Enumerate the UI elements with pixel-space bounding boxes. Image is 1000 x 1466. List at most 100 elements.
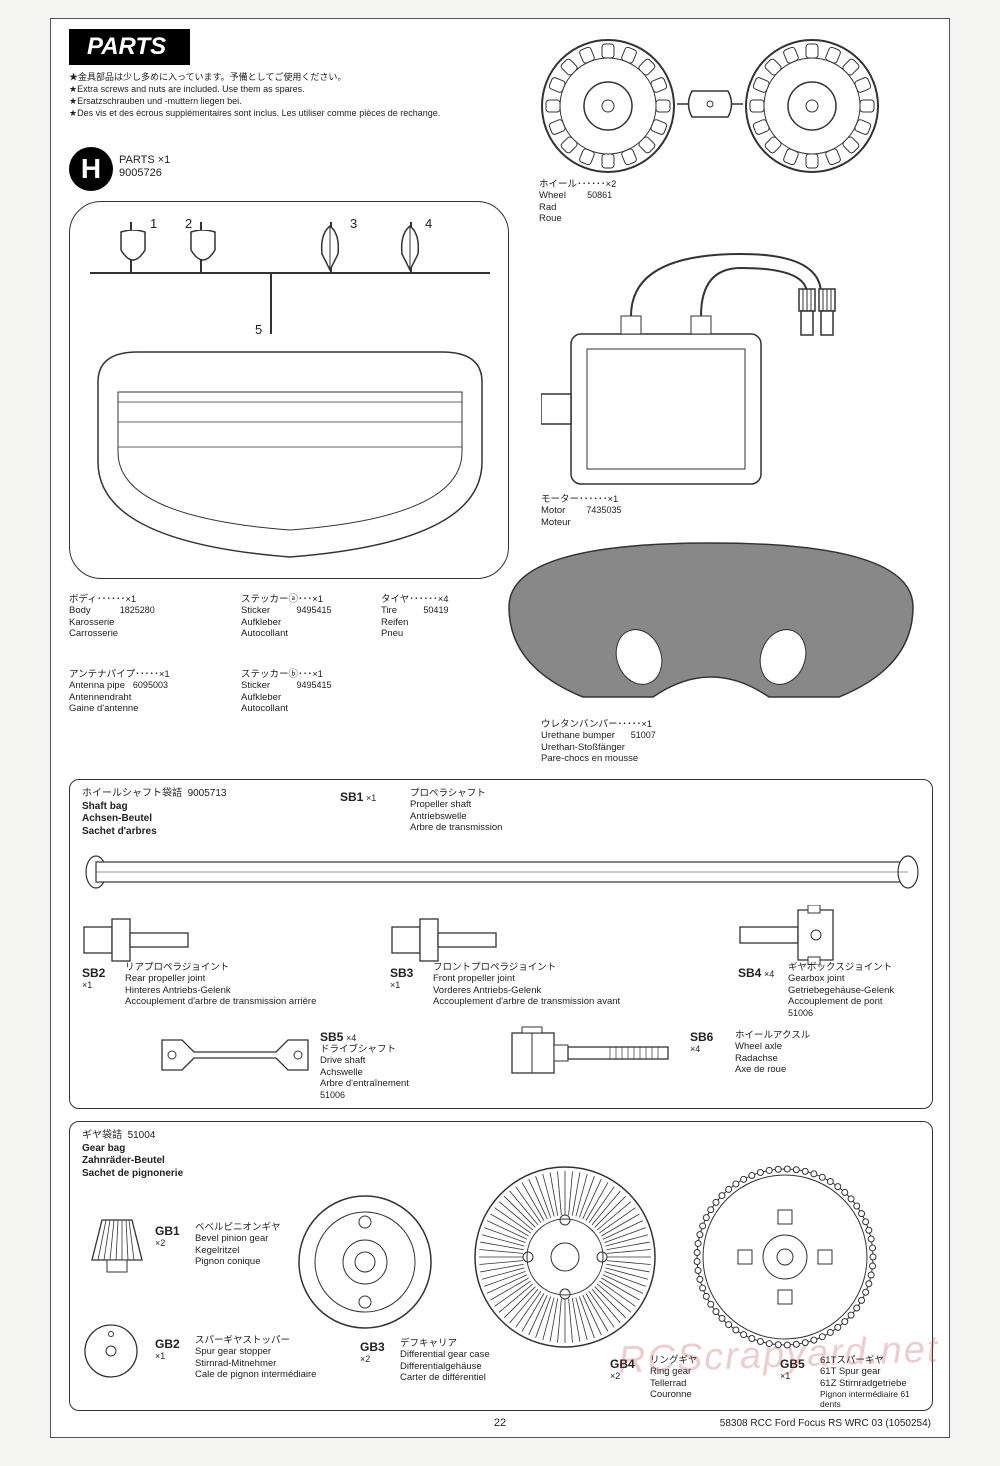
sticker-b-fr: Autocollant [241,703,332,714]
shaft-de: Achsen-Beutel [82,813,152,824]
tire-fr: Pneu [381,628,449,639]
sb5-text: ドライブシャフト Drive shaft Achswelle Arbre d'e… [320,1044,409,1100]
h-parts-badge: H [69,147,113,191]
urethane-fr: Pare-chocs en mousse [541,753,656,764]
sprue-num-3: 3 [350,216,357,231]
sb1-text: プロペラシャフト Propeller shaft Antriebswelle A… [410,788,502,834]
sprue-num-2: 2 [185,216,192,231]
wheel-diagram-left [539,37,677,175]
note-en: ★Extra screws and nuts are included. Use… [69,83,440,95]
shaft-jp: ホイールシャフト袋詰 [82,788,182,799]
gb1-code-label: GB1×2 [155,1224,180,1250]
sb6-text: ホイールアクスル Wheel axle Radachse Axe de roue [735,1030,810,1076]
sb1-qty: ×1 [366,793,376,803]
sticker-b-label: ステッカーⓑ･･･×1 Sticker 9495415 Aufkleber Au… [241,669,332,715]
sprue-part-1-icon [118,230,148,270]
sticker-a-label: ステッカーⓐ･･･×1 Sticker 9495415 Aufkleber Au… [241,594,332,640]
gb5-diagram [690,1162,880,1352]
antenna-fr: Gaine d'antenne [69,703,170,714]
gear-bag-section: ギヤ袋詰 51004 Gear bag Zahnräder-Beutel Sac… [69,1121,933,1411]
sticker-a-fr: Autocollant [241,628,332,639]
body-label: ボディ･･････×1 Body 1825280 Karosserie Carr… [69,594,155,640]
sprue-part-4-icon [390,224,430,272]
sticker-b-partno: 9495415 [296,680,331,690]
body-de: Karosserie [69,617,155,628]
h-parts-partno: 9005726 [119,167,162,179]
sticker-a-jp: ステッカーⓐ･･･×1 [241,594,332,605]
motor-label: モーター･･････×1 Motor 7435035 Moteur [541,494,621,528]
gb3-code-label: GB3×2 [360,1340,385,1366]
header-notes: ★金具部品は少し多めに入っています。予備としてご使用ください。 ★Extra s… [69,71,440,120]
tire-de: Reifen [381,617,449,628]
sb2-text: リアプロペラジョイント Rear propeller joint Hintere… [125,962,316,1008]
sticker-a-partno: 9495415 [296,605,331,615]
tire-jp: タイヤ･･････×4 [381,594,449,605]
antenna-de: Antennendraht [69,692,170,703]
antenna-partno: 6095003 [133,680,168,690]
shaft-bag-title: ホイールシャフト袋詰 9005713 Shaft bag Achsen-Beut… [82,788,227,838]
sprue-num-1: 1 [150,216,157,231]
sticker-b-en: Sticker [241,680,270,691]
gb1-diagram [82,1212,152,1277]
motor-en: Motor [541,505,565,516]
gear-fr: Sachet de pignonerie [82,1168,183,1179]
sticker-b-de: Aufkleber [241,692,332,703]
motor-diagram [541,234,841,494]
gear-en: Gear bag [82,1143,125,1154]
gb5-code-label: GB5×1 [780,1357,805,1383]
wheel-en: Wheel [539,190,566,201]
body-partno: 1825280 [120,605,155,615]
wheel-partno: 50861 [587,190,612,200]
body-en: Body [69,605,91,616]
tire-partno: 50419 [423,605,448,615]
sb1-label: SB1 ×1 [340,790,376,804]
note-de: ★Ersatzschrauben und -muttern liegen bei… [69,95,440,107]
sb4-diagram [738,905,838,965]
wheel-de: Rad [539,202,616,213]
urethane-jp: ウレタンバンパー･････×1 [541,719,656,730]
wheel-jp: ホイール･･････×2 [539,179,616,190]
sprue-part-2-icon [188,230,218,270]
wheel-label: ホイール･･････×2 Wheel 50861 Rad Roue [539,179,616,225]
gb4-diagram [470,1162,660,1352]
note-jp: ★金具部品は少し多めに入っています。予備としてご使用ください。 [69,71,440,83]
body-fr: Carrosserie [69,628,155,639]
tire-label: タイヤ･･････×4 Tire 50419 Reifen Pneu [381,594,449,640]
sb3-text: フロントプロペラジョイント Front propeller joint Vord… [433,962,620,1008]
gear-partno: 51004 [128,1130,156,1141]
shaft-partno: 9005713 [188,788,227,799]
sb4-text: ギヤボックスジョイント Gearbox joint Getriebegehäus… [788,962,894,1018]
gb4-text: リングギヤ Ring gear Tellerrad Couronne [650,1355,698,1401]
page-frame: PARTS ★金具部品は少し多めに入っています。予備としてご使用ください。 ★E… [50,18,950,1438]
page-title: PARTS [69,29,190,65]
wheel-diagram-right [743,37,881,175]
footer-right: 58308 RCC Ford Focus RS WRC 03 (1050254) [720,1418,931,1429]
antenna-jp: アンテナパイプ･････×1 [69,669,170,680]
sb1-diagram [82,852,922,892]
urethane-diagram [489,537,933,717]
h-parts-text: PARTS ×1 [119,154,170,166]
h-parts-sprue: 1 2 3 4 5 [69,201,509,579]
wheel-fr: Roue [539,213,616,224]
sb3-code-label: SB3×1 [390,966,413,992]
antenna-en: Antenna pipe [69,680,125,691]
tire-en: Tire [381,605,397,616]
gb3-diagram [295,1192,435,1332]
urethane-de: Urethan-Stoßfänger [541,742,656,753]
sb3-diagram [390,915,500,965]
shaft-fr: Sachet d'arbres [82,826,157,837]
motor-jp: モーター･･････×1 [541,494,621,505]
gb2-code-label: GB2×1 [155,1337,180,1363]
body-jp: ボディ･･････×1 [69,594,155,605]
sb5-code-label: SB5 ×4 [320,1030,356,1044]
shaft-en: Shaft bag [82,801,128,812]
h-parts-label: PARTS ×1 9005726 [119,154,170,180]
gear-jp: ギヤ袋詰 [82,1130,122,1141]
shaft-bag-section: ホイールシャフト袋詰 9005713 Shaft bag Achsen-Beut… [69,779,933,1109]
sticker-a-de: Aufkleber [241,617,332,628]
sb6-diagram [510,1025,680,1080]
sprue-part-3-icon [310,224,350,272]
sb2-code-label: SB2×1 [82,966,105,992]
gb2-text: スパーギヤストッパー Spur gear stopper Stirnrad-Mi… [195,1335,316,1381]
sprue-bumper-icon [88,342,492,562]
